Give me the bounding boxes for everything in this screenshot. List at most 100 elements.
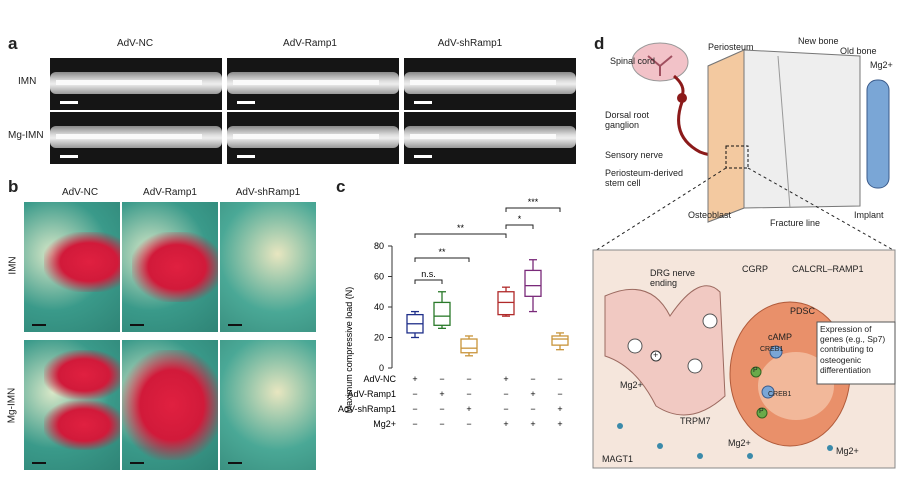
scale-bar (228, 324, 242, 326)
col-label-b-2: AdV-Ramp1 (143, 187, 197, 198)
label-osteoblast: Osteoblast (688, 210, 732, 220)
scale-bar (414, 101, 432, 104)
col-label-a-3: AdV-shRamp1 (437, 38, 503, 49)
xray-image (227, 112, 399, 164)
row-label-a-1: IMN (18, 76, 37, 87)
panel-label-c: c (336, 177, 346, 196)
row-label-a-2: Mg-IMN (8, 130, 44, 141)
label-expression: Expression of genes (e.g., Sp7) contribu… (820, 324, 886, 375)
condition-mark: + (503, 374, 508, 384)
significance-label: ** (438, 247, 446, 257)
condition-mark: − (439, 419, 444, 429)
condition-label: AdV-Ramp1 (347, 389, 396, 399)
col-label-a-1: AdV-NC (116, 38, 154, 49)
label-periosteum: Periosteum (708, 42, 754, 52)
condition-mark: − (530, 404, 535, 414)
label-mg-out-1: Mg2+ (728, 438, 751, 448)
scale-bar (60, 101, 78, 104)
scale-bar (32, 324, 46, 326)
histology-image (24, 340, 120, 470)
y-axis-label: Maximum compressive load (N) (344, 287, 354, 414)
condition-mark: − (557, 374, 562, 384)
nerve-path (673, 74, 685, 97)
significance-label: ** (457, 223, 465, 233)
periosteum-layer (707, 49, 745, 223)
box (497, 291, 515, 316)
label-drg-ending: DRG nerve ending (650, 268, 696, 288)
condition-mark: + (557, 419, 562, 429)
nucleus (758, 352, 834, 420)
label-new-bone: New bone (798, 36, 839, 46)
label-camp: cAMP (768, 332, 793, 342)
label-cgrp: CGRP (742, 264, 769, 274)
row-label-b-1: IMN (7, 256, 19, 275)
y-tick-label: 60 (374, 272, 384, 282)
phosphate-dot (756, 407, 768, 419)
significance-bracket (414, 233, 507, 238)
histology-image (24, 202, 120, 332)
panel-label-d: d (594, 34, 605, 53)
scale-bar (130, 462, 144, 464)
condition-mark: − (557, 389, 562, 399)
plus-circle (650, 350, 662, 362)
condition-mark: + (412, 374, 417, 384)
label-drg: Dorsal root ganglion (605, 110, 650, 130)
label-trpm7: TRPM7 (680, 416, 711, 426)
label-psc: Periosteum-derived stem cell (605, 168, 684, 188)
significance-label: * (518, 214, 522, 224)
condition-mark: − (466, 389, 471, 399)
scale-bar (228, 462, 242, 464)
label-plus: + (653, 350, 659, 360)
col-label-a-2: AdV-Ramp1 (283, 38, 337, 49)
fracture-line (777, 55, 791, 209)
phosphate-dot (750, 366, 762, 378)
label-phosphate-2: P (759, 408, 764, 415)
histology-image (122, 340, 218, 470)
condition-mark: + (439, 389, 444, 399)
y-tick-label: 40 (374, 302, 384, 312)
label-receptor: CALCRL–RAMP1 (792, 264, 864, 274)
condition-mark: − (412, 404, 417, 414)
label-mg-top: Mg2+ (870, 60, 893, 70)
scale-bar (60, 155, 78, 158)
condition-mark: − (503, 389, 508, 399)
condition-mark: + (466, 404, 471, 414)
box (433, 301, 451, 326)
box (551, 335, 569, 346)
label-pdsc: PDSC (790, 306, 816, 316)
condition-mark: − (412, 419, 417, 429)
scale-bar (414, 155, 432, 158)
scale-bar (32, 462, 46, 464)
histology-image (220, 340, 316, 470)
label-old-bone: Old bone (840, 46, 877, 56)
xray-image (227, 58, 399, 110)
significance-bracket (505, 224, 534, 229)
condition-label: Mg2+ (373, 419, 396, 429)
histology-image (122, 202, 218, 332)
implant-rod (866, 79, 890, 189)
col-label-b-1: AdV-NC (61, 187, 99, 198)
label-magt1: MAGT1 (602, 454, 634, 464)
schematic-diagram (592, 42, 896, 469)
label-mg-in: Mg2+ (620, 380, 643, 390)
label-phosphate-1: P (753, 367, 758, 374)
significance-label: n.s. (421, 269, 436, 279)
box (524, 269, 542, 297)
condition-mark: − (530, 374, 535, 384)
y-tick-label: 80 (374, 241, 384, 251)
label-spinal-cord: Spinal cord (610, 56, 656, 66)
panel-label-a: a (8, 34, 18, 53)
condition-mark: − (439, 404, 444, 414)
spinal-cord-shape (631, 42, 689, 82)
label-fracture-line: Fracture line (770, 218, 821, 228)
expression-box (816, 321, 896, 385)
label-creb1-b: CREB1 (768, 391, 792, 398)
ganglion-dot (677, 93, 687, 103)
condition-label: AdV-NC (363, 374, 396, 384)
label-mg-out-2: Mg2+ (836, 446, 859, 456)
scale-bar (237, 101, 255, 104)
condition-mark: + (503, 419, 508, 429)
box (460, 338, 478, 354)
xray-image (404, 112, 576, 164)
condition-mark: + (530, 419, 535, 429)
